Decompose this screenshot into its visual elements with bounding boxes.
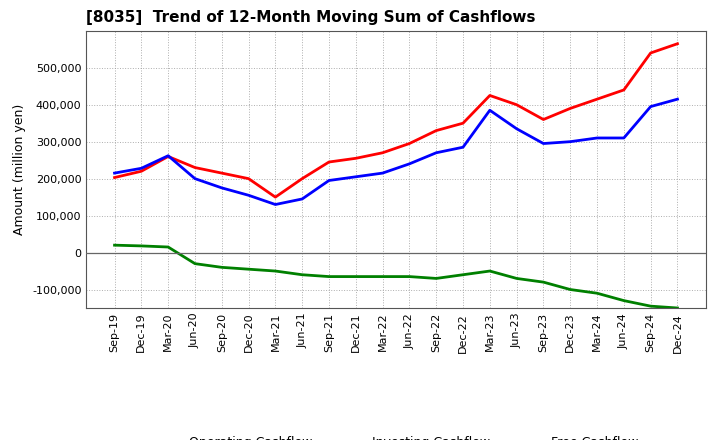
Investing Cashflow [244, 267, 253, 272]
Free Cashflow [459, 145, 467, 150]
Legend: Operating Cashflow, Investing Cashflow, Free Cashflow: Operating Cashflow, Investing Cashflow, … [149, 431, 643, 440]
Operating Cashflow [298, 176, 307, 181]
Free Cashflow [110, 170, 119, 176]
Operating Cashflow [378, 150, 387, 155]
Free Cashflow [513, 126, 521, 132]
Free Cashflow [619, 136, 628, 141]
Operating Cashflow [459, 121, 467, 126]
Investing Cashflow [191, 261, 199, 266]
Free Cashflow [673, 96, 682, 102]
Investing Cashflow [673, 305, 682, 311]
Operating Cashflow [485, 93, 494, 98]
Investing Cashflow [271, 268, 279, 274]
Free Cashflow [191, 176, 199, 181]
Free Cashflow [325, 178, 333, 183]
Investing Cashflow [593, 290, 601, 296]
Free Cashflow [244, 193, 253, 198]
Investing Cashflow [566, 287, 575, 292]
Operating Cashflow [351, 156, 360, 161]
Investing Cashflow [164, 244, 173, 249]
Free Cashflow [593, 136, 601, 141]
Free Cashflow [298, 196, 307, 202]
Investing Cashflow [137, 243, 145, 249]
Free Cashflow [378, 170, 387, 176]
Investing Cashflow [110, 242, 119, 248]
Free Cashflow [351, 174, 360, 180]
Investing Cashflow [378, 274, 387, 279]
Text: [8035]  Trend of 12-Month Moving Sum of Cashflows: [8035] Trend of 12-Month Moving Sum of C… [86, 11, 536, 26]
Operating Cashflow [432, 128, 441, 133]
Operating Cashflow [619, 87, 628, 92]
Free Cashflow [164, 153, 173, 158]
Operating Cashflow [271, 194, 279, 200]
Operating Cashflow [191, 165, 199, 170]
Free Cashflow [137, 165, 145, 171]
Operating Cashflow [325, 159, 333, 165]
Line: Investing Cashflow: Investing Cashflow [114, 245, 678, 308]
Free Cashflow [566, 139, 575, 144]
Free Cashflow [217, 185, 226, 191]
Investing Cashflow [432, 276, 441, 281]
Y-axis label: Amount (million yen): Amount (million yen) [14, 104, 27, 235]
Operating Cashflow [217, 170, 226, 176]
Operating Cashflow [673, 41, 682, 46]
Operating Cashflow [647, 50, 655, 55]
Investing Cashflow [298, 272, 307, 277]
Operating Cashflow [244, 176, 253, 181]
Operating Cashflow [405, 141, 414, 146]
Line: Free Cashflow: Free Cashflow [114, 99, 678, 205]
Investing Cashflow [647, 304, 655, 309]
Investing Cashflow [539, 279, 548, 285]
Investing Cashflow [217, 265, 226, 270]
Investing Cashflow [513, 276, 521, 281]
Free Cashflow [432, 150, 441, 155]
Free Cashflow [539, 141, 548, 146]
Operating Cashflow [110, 175, 119, 180]
Investing Cashflow [325, 274, 333, 279]
Operating Cashflow [539, 117, 548, 122]
Investing Cashflow [485, 268, 494, 274]
Operating Cashflow [566, 106, 575, 111]
Line: Operating Cashflow: Operating Cashflow [114, 44, 678, 197]
Free Cashflow [647, 104, 655, 109]
Free Cashflow [405, 161, 414, 166]
Free Cashflow [485, 108, 494, 113]
Investing Cashflow [619, 298, 628, 303]
Operating Cashflow [593, 96, 601, 102]
Investing Cashflow [405, 274, 414, 279]
Investing Cashflow [351, 274, 360, 279]
Operating Cashflow [513, 102, 521, 107]
Free Cashflow [271, 202, 279, 207]
Operating Cashflow [164, 154, 173, 159]
Investing Cashflow [459, 272, 467, 277]
Operating Cashflow [137, 169, 145, 174]
